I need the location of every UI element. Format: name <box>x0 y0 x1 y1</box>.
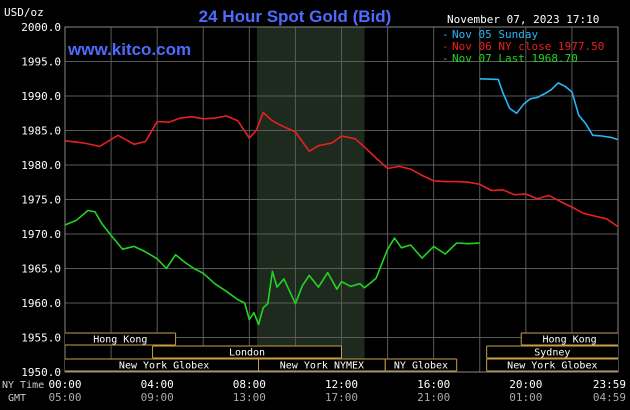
legend-dash-nov05: - <box>442 28 449 41</box>
series-line-1 <box>64 111 618 228</box>
y-tick-label: 1985.0 <box>21 125 61 138</box>
y-tick-label: 1975.0 <box>21 194 61 207</box>
session-bar: Hong Kong <box>520 332 618 346</box>
x-tick-label-ny: 00:00 <box>48 378 81 391</box>
x-tick-label-gmt: 04:59 <box>593 391 626 404</box>
x-tick-label-ny: 20:00 <box>509 378 542 391</box>
x-tick-label-ny: 08:00 <box>233 378 266 391</box>
legend-entry-nov06: Nov 06 NY close 1977.50 <box>452 40 604 53</box>
chart-title: 24 Hour Spot Gold (Bid) <box>199 7 392 26</box>
plot-frame <box>64 26 619 373</box>
chart-grid <box>64 26 619 373</box>
x-row-label-gmt: GMT <box>8 393 26 404</box>
y-tick-label: 1970.0 <box>21 228 61 241</box>
y-axis-ticks: 2000.0 1995.0 1990.0 1985.0 1980.0 1975.0 1970… <box>21 21 61 379</box>
session-label: Hong Kong <box>543 335 597 346</box>
y-tick-label: 1995.0 <box>21 56 61 69</box>
x-tick-label-gmt: 13:00 <box>233 391 266 404</box>
session-bar: London <box>152 345 342 359</box>
session-label: New York NYMEX <box>280 361 364 372</box>
website-watermark: www.kitco.com <box>67 40 191 59</box>
session-bar: New York NYMEX <box>258 358 386 372</box>
x-tick-label-gmt: 05:00 <box>48 391 81 404</box>
y-axis-unit-label: USD/oz <box>4 6 44 19</box>
x-tick-label-ny: 23:59 <box>593 378 626 391</box>
legend-dash-nov06: - <box>442 40 449 53</box>
legend-entry-nov05: Nov 05 Sunday <box>452 28 538 41</box>
session-label: Hong Kong <box>93 335 147 346</box>
series-line-2 <box>64 209 480 326</box>
series-line-0 <box>479 78 618 141</box>
series-layer <box>64 78 618 326</box>
session-bar: New York Globex <box>65 358 264 372</box>
session-bar: Hong Kong <box>65 332 177 346</box>
session-label: Sydney <box>534 348 570 359</box>
y-tick-label: 1990.0 <box>21 90 61 103</box>
session-label: London <box>229 348 265 359</box>
session-bar: Sydney <box>486 345 618 359</box>
session-label: NY Globex <box>394 361 448 372</box>
timestamp-label: November 07, 2023 17:10 <box>447 13 599 26</box>
x-tick-label-gmt: 09:00 <box>141 391 174 404</box>
y-tick-label: 1965.0 <box>21 263 61 276</box>
legend-dash-nov07: - <box>442 52 449 65</box>
session-bars: Hong Kong Hong Kong London Sydney New York G… <box>65 332 618 372</box>
x-tick-label-gmt: 01:00 <box>509 391 542 404</box>
session-bar: NY Globex <box>384 358 458 372</box>
x-tick-label-ny: 12:00 <box>325 378 358 391</box>
session-label: New York Globex <box>507 361 597 372</box>
y-tick-label: 1980.0 <box>21 159 61 172</box>
session-bar: New York Globex <box>486 358 618 372</box>
legend-entry-nov07: Nov 07 Last 1968.70 <box>452 52 578 65</box>
y-tick-label: 1950.0 <box>21 366 61 379</box>
x-tick-label-gmt: 17:00 <box>325 391 358 404</box>
y-tick-label: 1955.0 <box>21 332 61 345</box>
x-row-label-ny: NY Time <box>2 380 44 391</box>
x-tick-label-gmt: 21:00 <box>417 391 450 404</box>
session-label: New York Globex <box>119 361 209 372</box>
x-tick-label-ny: 16:00 <box>417 378 450 391</box>
y-tick-label: 2000.0 <box>21 21 61 34</box>
x-tick-label-ny: 04:00 <box>141 378 174 391</box>
y-tick-label: 1960.0 <box>21 297 61 310</box>
